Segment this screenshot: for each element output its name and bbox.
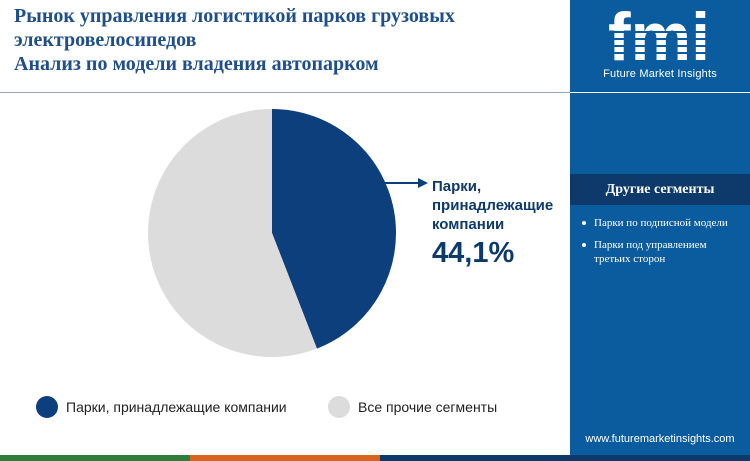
bottom-color-bar: [0, 455, 750, 461]
other-segment-item: Парки под управлением третьих сторон: [580, 238, 735, 266]
other-segments-list: Парки по подписной модели Парки под упра…: [580, 216, 735, 274]
bullet-icon: [582, 221, 586, 225]
chart-title: Рынок управления логистикой парков грузо…: [14, 4, 564, 76]
svg-text:fmi: fmi: [608, 2, 710, 66]
bottom-bar-orange: [190, 455, 380, 461]
pie-slice-company-owned: [272, 109, 397, 349]
other-segment-item: Парки по подписной модели: [580, 216, 735, 230]
pie-chart: [148, 109, 428, 357]
panel-divider: [570, 92, 750, 93]
header-divider: [0, 92, 570, 93]
legend-swatch-company-owned: [36, 396, 58, 418]
right-panel: fmi Future Market Insights Другие сегмен…: [570, 0, 750, 455]
fmi-logo-icon: fmi: [594, 2, 724, 66]
other-segments-header: Другие сегменты: [570, 174, 750, 205]
legend-label-others: Все прочие сегменты: [358, 399, 498, 415]
website-link[interactable]: www.futuremarketinsights.com: [585, 433, 735, 445]
title-line-2: электровелосипедов: [14, 29, 197, 51]
callout-value: 44,1%: [432, 237, 515, 269]
logo-subtitle: Future Market Insights: [603, 68, 717, 80]
other-segment-label: Парки под управлением третьих сторон: [594, 239, 707, 265]
callout-label: Парки, принадлежащие компании: [432, 178, 554, 233]
bullet-icon: [582, 243, 586, 247]
pie-slices: [148, 109, 397, 357]
other-segment-label: Парки по подписной модели: [594, 217, 728, 229]
fmi-logo: fmi Future Market Insights: [570, 0, 750, 92]
legend-item-company-owned: Парки, принадлежащие компании: [36, 396, 287, 418]
legend-item-others: Все прочие сегменты: [328, 396, 497, 418]
title-line-1: Рынок управления логистикой парков грузо…: [14, 5, 455, 27]
legend-swatch-others: [328, 396, 350, 418]
callout-arrow: [384, 178, 428, 188]
pie-slice-others: [148, 109, 317, 357]
legend-label-company-owned: Парки, принадлежащие компании: [66, 399, 287, 415]
bottom-bar-navy: [380, 455, 750, 461]
bottom-bar-green: [0, 455, 190, 461]
title-line-3: Анализ по модели владения автопарком: [14, 53, 379, 75]
